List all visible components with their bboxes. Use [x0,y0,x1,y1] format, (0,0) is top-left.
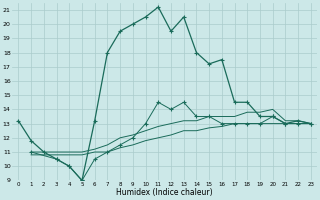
X-axis label: Humidex (Indice chaleur): Humidex (Indice chaleur) [116,188,213,197]
